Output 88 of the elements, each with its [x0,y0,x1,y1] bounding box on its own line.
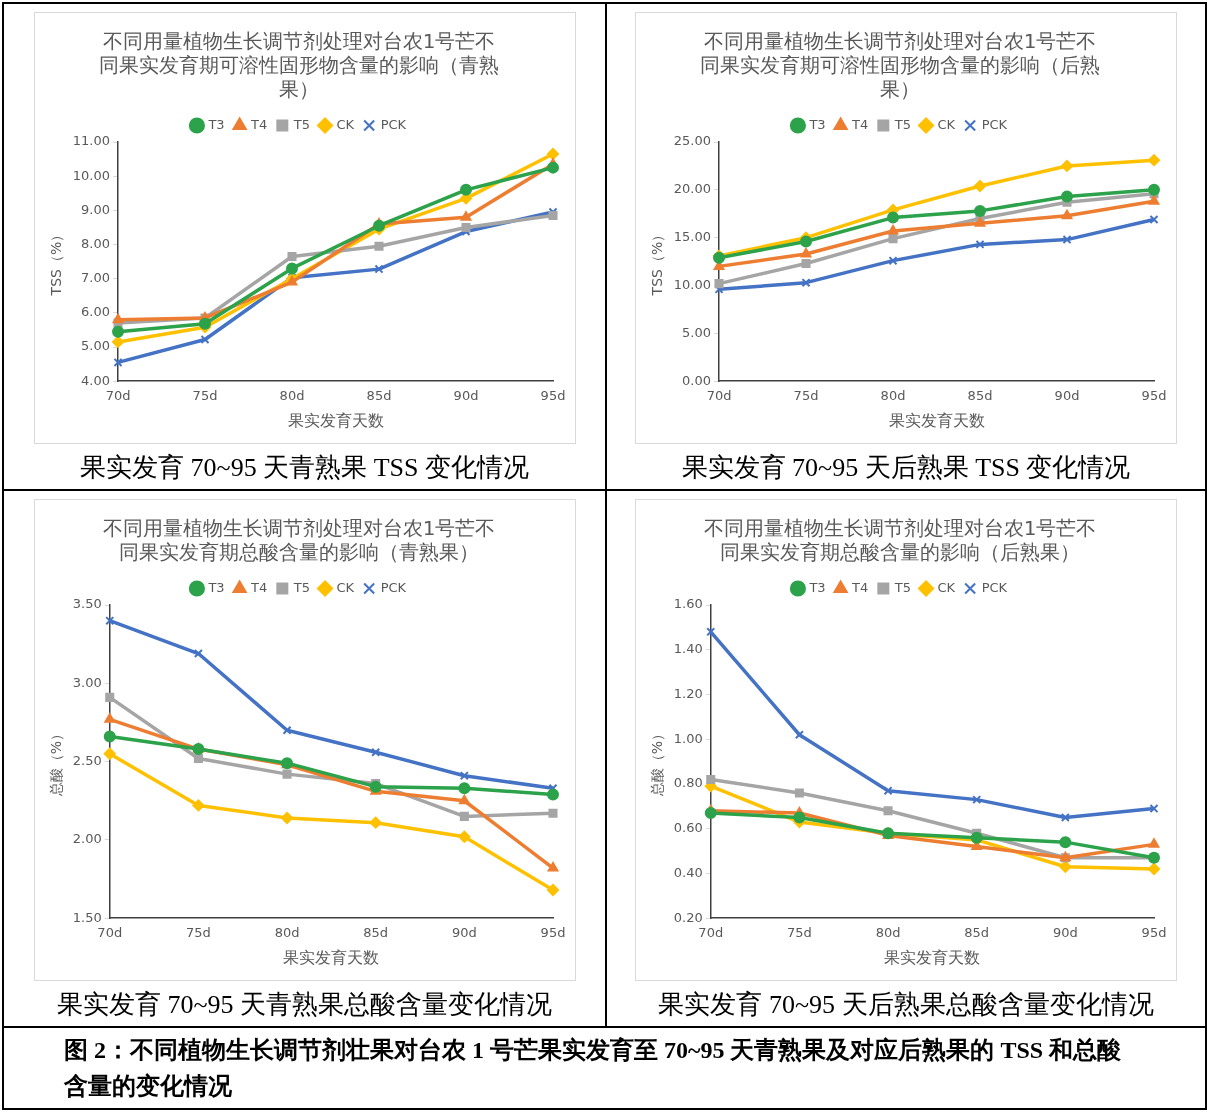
legend-label: T3 [206,579,225,595]
y-tick-label: 15.00 [673,229,712,245]
y-tick-label: 4.00 [80,372,110,388]
legend-label: CK [937,579,956,595]
x-tick-label: 80d [279,388,304,404]
x-tick-label: 85d [964,925,990,941]
y-tick-label: 0.00 [682,372,712,388]
x-tick-label: 70d [706,388,732,404]
chart-title: 不同用量植物生长调节剂处理对台农1号芒不同果实发育期可溶性固形物含量的影响（后熟果） [700,29,1100,102]
legend-label: T3 [808,116,826,132]
y-tick-label: 2.00 [72,831,102,847]
chart-title: 不同用量植物生长调节剂处理对台农1号芒不同果实发育期可溶性固形物含量的影响（青熟果） [98,29,499,102]
y-tick-label: 0.20 [673,909,703,925]
y-tick-label: 0.60 [673,820,703,836]
text: 果实发育 70~95 天后熟果 TSS 变化情况 [680,452,1132,484]
text: 果实发育 70~95 天青熟果 TSS 变化情况 [79,452,530,484]
x-tick-label: 90d [451,925,477,941]
y-tick-label: 6.00 [80,304,110,320]
y-axis-title: 总酸（%） [649,726,666,798]
legend-label: PCK [981,579,1008,595]
x-axis-title: 果实发育天数 [888,410,985,430]
x-tick-label: 75d [793,388,819,404]
legend-label: PCK [380,579,407,595]
legend-label: T5 [893,116,912,132]
y-tick-label: 2.50 [72,752,102,768]
legend-label: T4 [851,116,869,132]
text: 果实发育 70~95 天后熟果总酸含量变化情况 [657,989,1155,1021]
y-tick-label: 5.00 [682,324,712,340]
y-tick-label: 1.20 [673,685,703,701]
caption: 图 2：不同植物生长调节剂壮果对台农 1 号芒果实发育至 70~95 天青熟果及对应后熟果的 TSS 和总酸含量的变化情况 [3,1027,1206,1109]
legend-label: CK [937,116,956,132]
y-tick-label: 11.00 [72,133,110,149]
y-tick-label: 5.00 [80,338,110,354]
y-tick-label: 20.00 [673,181,712,197]
x-tick-label: 75d [192,388,217,404]
x-tick-label: 85d [362,925,388,941]
y-axis-title: TSS（%） [649,227,666,297]
legend-label: T5 [292,579,310,595]
chart-title: 不同用量植物生长调节剂处理对台农1号芒不同果实发育期总酸含量的影响（后熟果） [703,516,1097,565]
x-tick-label: 80d [880,388,906,404]
legend-label: T3 [206,116,225,132]
legend-label: T4 [249,116,267,132]
x-tick-label: 80d [875,925,901,941]
text: 果实发育 70~95 天青熟果总酸含量变化情况 [55,989,554,1021]
x-tick-label: 90d [453,388,478,404]
x-axis-title: 果实发育天数 [287,410,384,430]
x-tick-label: 75d [185,925,211,941]
legend-label: T4 [249,579,267,595]
legend-label: CK [336,579,355,595]
y-tick-label: 8.00 [80,235,110,251]
x-tick-label: 90d [1052,925,1078,941]
y-tick-label: 10.00 [72,167,110,183]
y-tick-label: 9.00 [80,201,110,217]
x-tick-label: 95d [1141,925,1167,941]
y-tick-label: 0.80 [673,775,703,791]
legend-label: T5 [893,579,912,595]
y-axis-title: TSS（%） [47,227,64,297]
x-tick-label: 85d [967,388,993,404]
y-tick-label: 1.00 [673,730,703,746]
y-axis-title: 总酸（%） [47,726,64,798]
x-tick-label: 90d [1054,388,1080,404]
y-tick-label: 7.00 [80,270,110,286]
y-tick-label: 0.40 [673,864,703,880]
legend-label: T4 [851,579,869,595]
y-tick-label: 3.00 [72,674,102,690]
legend-label: PCK [380,116,407,132]
chart-title: 不同用量植物生长调节剂处理对台农1号芒不同果实发育期总酸含量的影响（青熟果） [102,516,495,565]
y-tick-label: 1.40 [673,641,703,657]
x-tick-label: 80d [274,925,299,941]
legend-label: PCK [981,116,1008,132]
x-tick-label: 70d [96,925,122,941]
x-tick-label: 70d [105,388,130,404]
legend-label: CK [336,116,355,132]
x-tick-label: 95d [540,388,565,404]
legend-label: T5 [292,116,310,132]
x-tick-label: 95d [540,925,565,941]
y-tick-label: 10.00 [673,276,712,292]
x-tick-label: 95d [1141,388,1167,404]
x-axis-title: 果实发育天数 [282,947,379,967]
x-tick-label: 75d [787,925,812,941]
y-tick-label: 1.60 [673,596,703,612]
x-tick-label: 85d [366,388,391,404]
x-tick-label: 70d [698,925,724,941]
y-tick-label: 1.50 [72,909,102,925]
y-tick-label: 25.00 [673,133,712,149]
y-tick-label: 3.50 [72,596,102,612]
x-axis-title: 果实发育天数 [884,947,981,967]
legend-label: T3 [808,579,826,595]
